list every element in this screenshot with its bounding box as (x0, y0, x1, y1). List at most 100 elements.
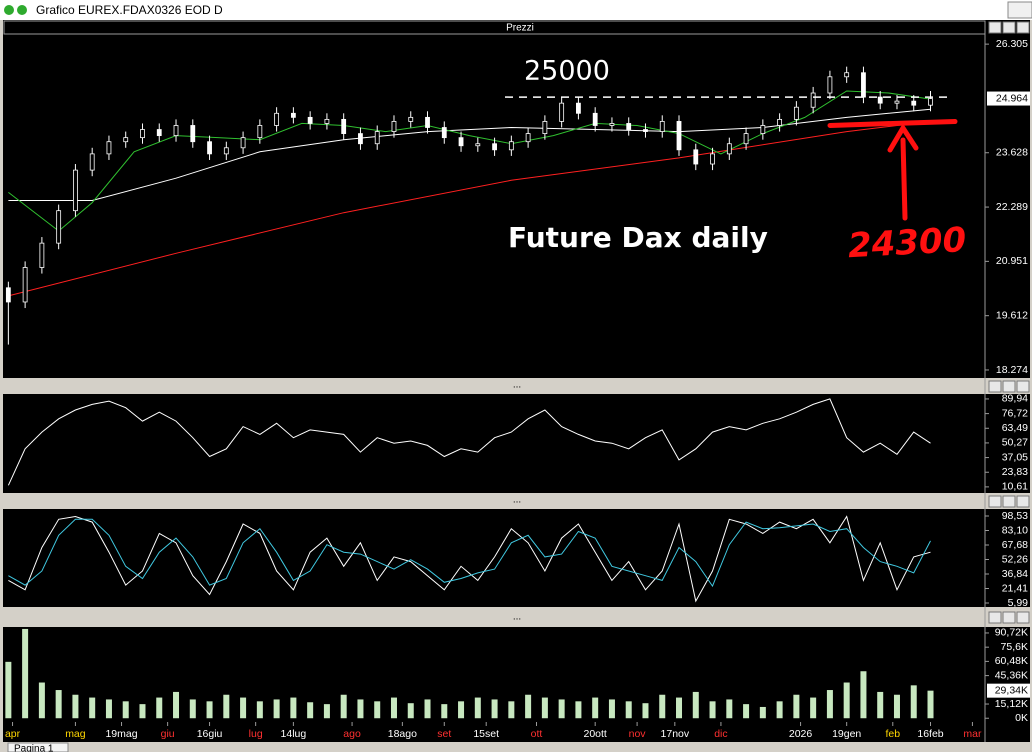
candle-body (626, 123, 632, 130)
volume-bar (72, 694, 79, 719)
minimize-button[interactable] (988, 495, 1002, 508)
y-tick-label: 23.628 (996, 147, 1028, 159)
volume-bar (407, 703, 414, 719)
line (8, 518, 931, 588)
candle-body (39, 242, 45, 268)
candle-body (441, 127, 447, 139)
volume-bar (173, 691, 180, 719)
candle-body (542, 121, 548, 134)
close-button[interactable] (1016, 380, 1030, 393)
candle-body (894, 100, 900, 104)
volume-bar (608, 699, 615, 719)
volume-bar (374, 701, 381, 719)
tab[interactable] (7, 742, 69, 752)
volume-bar (508, 701, 515, 719)
volume-bar (642, 703, 649, 719)
volume-bar (156, 697, 163, 719)
maximize-button[interactable] (1002, 21, 1016, 34)
maximize-button[interactable] (1002, 611, 1016, 624)
candle-body (844, 72, 850, 78)
candle-body (777, 118, 783, 126)
volume-bar (424, 699, 431, 719)
last-value-label: 24.964 (996, 92, 1028, 104)
y-tick-label: 98,53 (1002, 510, 1028, 522)
volume-bar (860, 671, 867, 719)
x-tick-label: lug (249, 728, 263, 740)
candle-body (56, 210, 62, 244)
candle-body (928, 98, 933, 106)
volume-bar (491, 699, 498, 719)
candle-body (743, 133, 749, 145)
x-tick-label: dic (714, 728, 727, 740)
x-tick-label: ott (531, 728, 543, 740)
volume-bar (206, 701, 213, 719)
close-button[interactable] (1016, 21, 1030, 34)
panel-title: Prezzi (506, 23, 534, 34)
candle-body (576, 102, 581, 114)
volume-bar (357, 699, 364, 719)
candle-body (374, 131, 380, 145)
candle-body (911, 100, 917, 106)
volume-bar (307, 702, 314, 719)
x-tick-label: mag (65, 728, 86, 740)
x-tick-label: feb (885, 728, 900, 740)
x-tick-label: 15set (473, 728, 499, 740)
candle-body (810, 92, 816, 108)
maximize-button[interactable] (1002, 380, 1016, 393)
line (8, 90, 931, 232)
line (8, 108, 931, 201)
line (8, 515, 931, 603)
y-tick-label: 23,83 (1002, 466, 1028, 478)
volume-bar (5, 661, 12, 719)
close-button[interactable] (1016, 611, 1030, 624)
panel-header (3, 378, 1030, 394)
candle-body (240, 137, 246, 149)
minimize-button[interactable] (988, 611, 1002, 624)
volume-bar (290, 697, 297, 719)
volume-bar (625, 701, 632, 719)
panel-buttons (988, 21, 1030, 624)
volume-bar (323, 704, 330, 719)
x-tick-label: ago (343, 728, 361, 740)
y-tick-label: 67,68 (1002, 539, 1028, 551)
y-tick-label: 19.612 (996, 309, 1028, 321)
x-tick-label: 18ago (388, 728, 417, 740)
line (7, 398, 931, 486)
candle-body (861, 72, 866, 98)
candle-body (391, 121, 397, 132)
minimize-button[interactable] (988, 380, 1002, 393)
tab-label[interactable]: Pagina 1 (14, 744, 54, 752)
window-button[interactable] (1007, 1, 1032, 19)
volume-bar (826, 690, 833, 719)
volume-bar (743, 704, 750, 719)
close-button[interactable] (1016, 495, 1030, 508)
volume-bar (676, 697, 683, 719)
candle-body (140, 129, 145, 139)
y-tick-label: 50,27 (1002, 437, 1028, 449)
volume-bar (927, 690, 934, 719)
volume-bar (541, 697, 548, 719)
candle-body (458, 137, 464, 147)
minimize-button[interactable] (988, 21, 1002, 34)
y-tick-label: 0K (1015, 712, 1028, 724)
maximize-button[interactable] (1002, 495, 1016, 508)
volume-bar (55, 690, 62, 719)
candle-body (207, 141, 212, 155)
title-bar (0, 0, 1032, 20)
last-value-box (987, 683, 1030, 698)
annotation: 25000 (524, 56, 610, 87)
y-tick-label: 15,12K (995, 698, 1028, 710)
x-tick-label: 20ott (583, 728, 606, 740)
candle-body (425, 116, 430, 128)
window-icon (17, 5, 27, 15)
candle-body (827, 76, 833, 94)
y-tick-label: 21,41 (1002, 582, 1028, 594)
volume-bar (659, 694, 666, 719)
volume-bar (273, 699, 280, 719)
volume-bar (709, 701, 716, 719)
y-tick-label: 22.289 (996, 201, 1028, 213)
candle-body (156, 129, 162, 137)
candle-body (877, 96, 883, 104)
candle-body (5, 287, 11, 303)
volume-bar (843, 682, 850, 719)
